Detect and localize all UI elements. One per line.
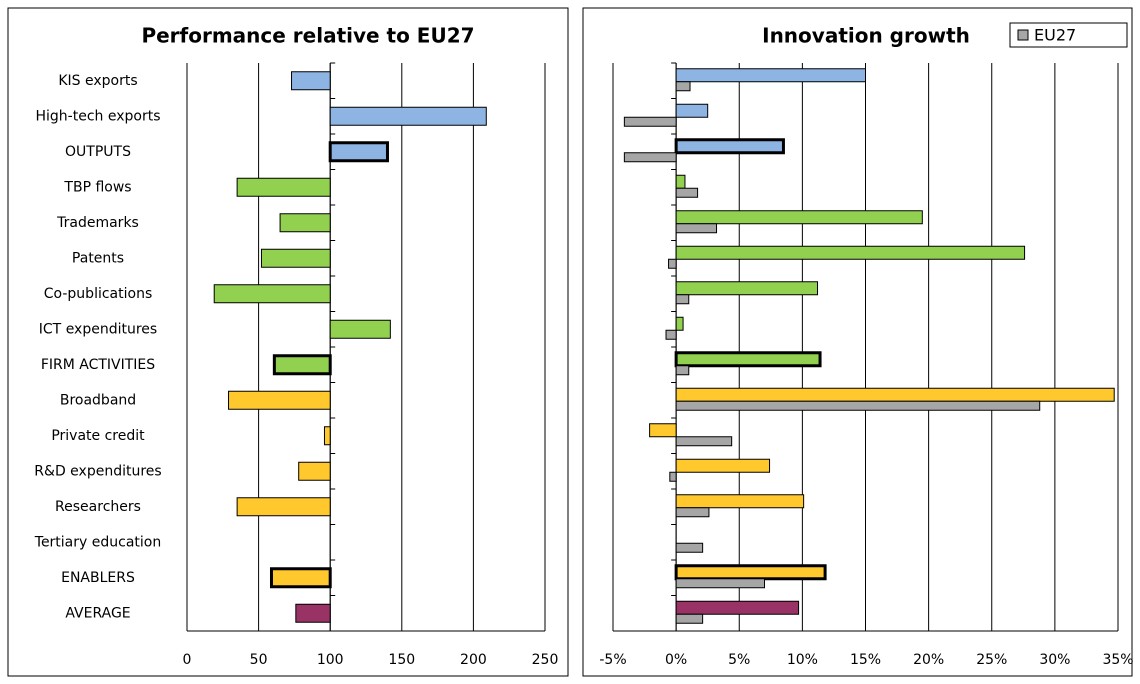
x-tick-label: 100 xyxy=(317,652,344,668)
category-label: Private credit xyxy=(51,428,145,444)
left-panel xyxy=(7,7,569,677)
bar xyxy=(675,600,800,615)
bar xyxy=(272,354,332,376)
bar xyxy=(328,141,389,163)
bar xyxy=(675,365,690,376)
bar xyxy=(298,461,331,481)
bar xyxy=(674,564,827,581)
category-label: Broadband xyxy=(60,392,136,408)
x-tick-label: 25% xyxy=(976,652,1007,668)
chart-title: Innovation growth xyxy=(762,24,970,48)
bar xyxy=(228,390,331,410)
category-label: OUTPUTS xyxy=(65,144,131,160)
x-tick-label: 5% xyxy=(728,652,750,668)
bar xyxy=(675,68,866,83)
category-label: ICT expenditures xyxy=(39,321,157,337)
x-tick-label: 0 xyxy=(183,652,192,668)
bar xyxy=(675,294,690,305)
bar xyxy=(675,578,765,589)
x-tick-label: 35% xyxy=(1102,652,1133,668)
bar xyxy=(675,103,709,118)
bar xyxy=(675,613,704,624)
legend-swatch xyxy=(1017,29,1029,41)
bar xyxy=(675,387,1115,402)
chart-title: Performance relative to EU27 xyxy=(141,24,474,48)
bar xyxy=(675,316,684,331)
bar xyxy=(675,281,819,296)
bar xyxy=(623,152,677,163)
bar xyxy=(675,81,691,92)
bar xyxy=(329,106,487,126)
x-tick-label: 250 xyxy=(532,652,559,668)
bar xyxy=(675,245,1026,260)
category-label: Tertiary education xyxy=(34,534,161,550)
bar xyxy=(260,248,331,268)
category-label: KIS exports xyxy=(58,73,137,89)
x-tick-label: 30% xyxy=(1039,652,1070,668)
bar xyxy=(675,187,699,198)
category-label: Co-publications xyxy=(44,286,152,302)
bar xyxy=(675,174,686,189)
bar xyxy=(649,423,677,438)
bar xyxy=(329,319,391,339)
bar xyxy=(295,603,331,623)
category-label: Patents xyxy=(72,250,124,266)
category-label: High-tech exports xyxy=(36,108,161,124)
x-tick-label: 150 xyxy=(388,652,415,668)
category-label: ENABLERS xyxy=(61,570,135,586)
bar xyxy=(674,138,785,155)
bar xyxy=(675,436,733,447)
bar xyxy=(675,507,710,518)
bar xyxy=(279,213,331,233)
bar xyxy=(675,458,771,473)
bar xyxy=(291,71,331,91)
bar xyxy=(669,471,677,482)
category-label: FIRM ACTIVITIES xyxy=(41,357,155,373)
category-label: Researchers xyxy=(55,499,141,515)
bar xyxy=(675,223,718,234)
x-tick-label: 0% xyxy=(665,652,687,668)
x-tick-label: -5% xyxy=(599,652,626,668)
bar xyxy=(236,177,331,197)
category-label: TBP flows xyxy=(63,179,131,195)
bar xyxy=(674,351,822,368)
legend-box xyxy=(1009,22,1128,48)
bar xyxy=(323,426,331,446)
x-tick-label: 15% xyxy=(850,652,881,668)
bar xyxy=(269,567,332,589)
bar xyxy=(213,284,331,304)
x-tick-label: 10% xyxy=(787,652,818,668)
right-panel xyxy=(582,7,1133,677)
bar xyxy=(675,542,704,553)
x-tick-label: 20% xyxy=(913,652,944,668)
bar xyxy=(675,494,805,509)
category-label: Trademarks xyxy=(56,215,139,231)
bar xyxy=(623,116,677,127)
bar xyxy=(675,400,1041,411)
x-tick-label: 200 xyxy=(460,652,487,668)
category-label: R&D expenditures xyxy=(34,463,161,479)
bar xyxy=(665,329,677,340)
x-tick-label: 50 xyxy=(250,652,268,668)
legend-label: EU27 xyxy=(1034,26,1076,45)
bar xyxy=(236,497,331,517)
category-label: AVERAGE xyxy=(65,605,130,621)
bar xyxy=(675,210,923,225)
bar xyxy=(668,258,677,269)
